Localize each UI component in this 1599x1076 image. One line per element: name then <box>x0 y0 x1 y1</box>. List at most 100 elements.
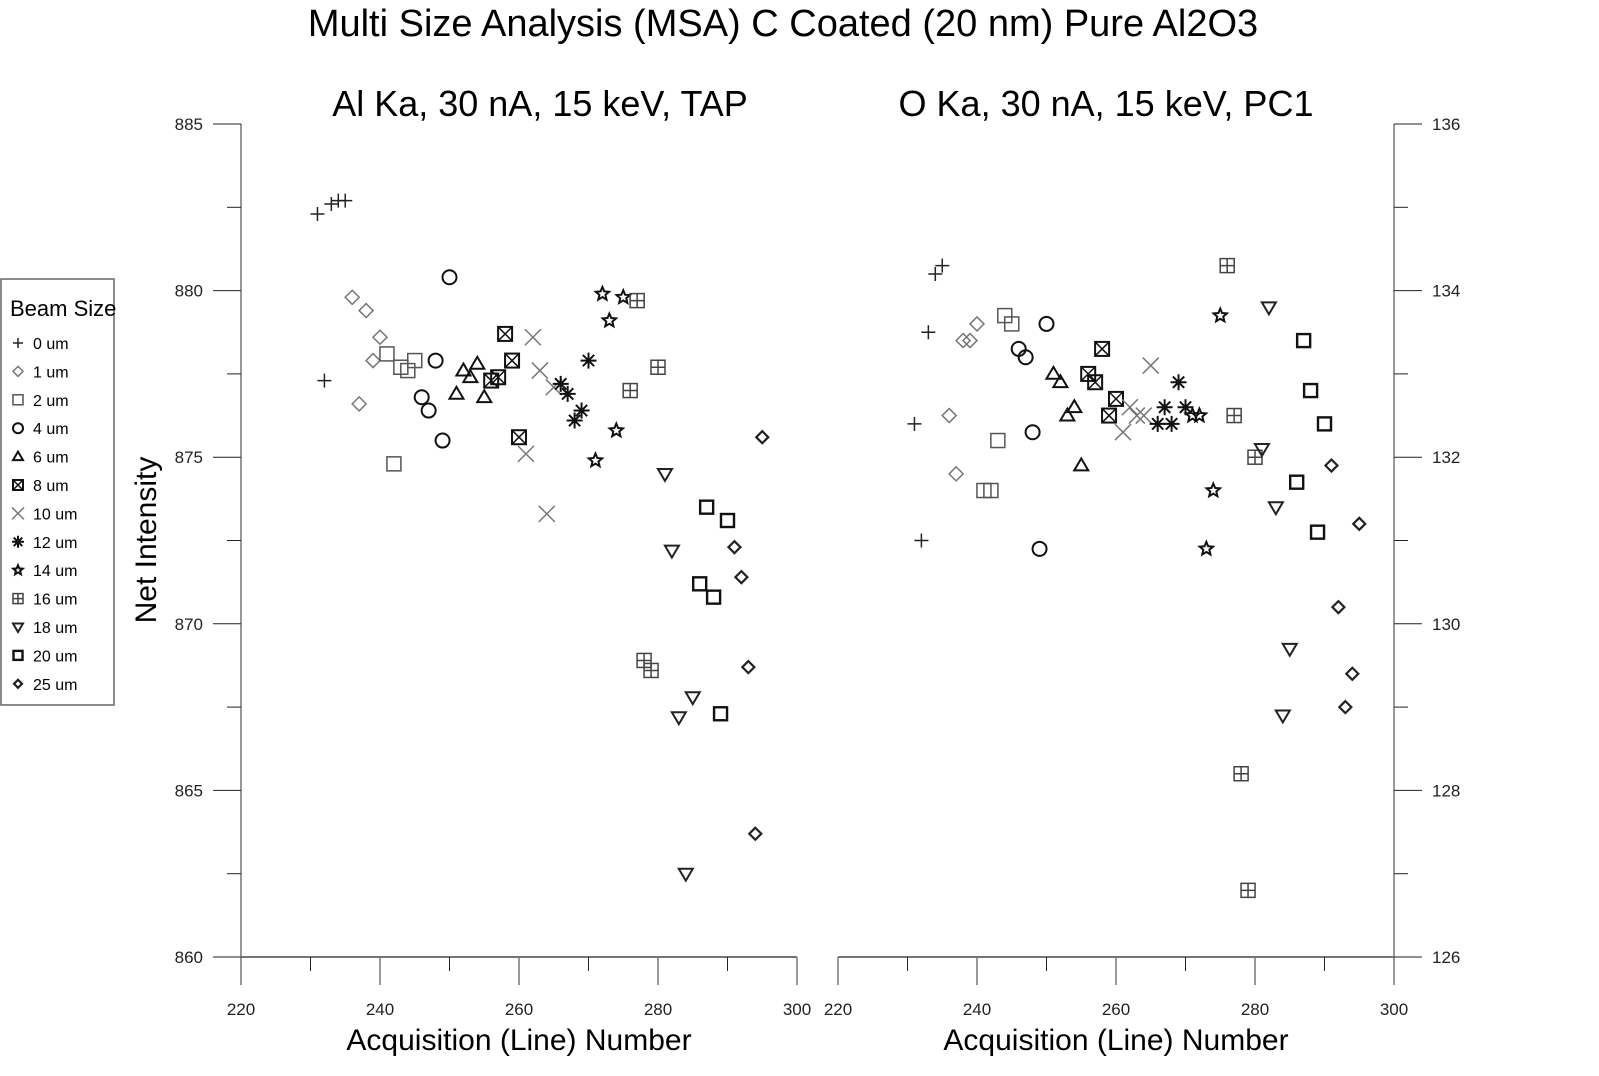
point-12um <box>1149 415 1166 432</box>
point-25um <box>1351 516 1367 532</box>
point-6um <box>468 354 487 370</box>
point-18um <box>1260 301 1278 317</box>
x-tick-label: 240 <box>963 1000 991 1019</box>
point-18um <box>670 711 688 727</box>
point-25um <box>733 569 749 585</box>
point-16um <box>1240 882 1256 899</box>
point-0um <box>338 193 353 208</box>
point-20um <box>705 589 722 605</box>
point-4um <box>413 389 430 406</box>
point-8um <box>1101 407 1118 424</box>
x-tick-label: 220 <box>227 1000 255 1019</box>
legend-label: 25 um <box>33 677 77 694</box>
legend-label: 4 um <box>33 421 69 438</box>
point-18um <box>1253 442 1271 458</box>
point-10um <box>1121 398 1139 416</box>
point-0um <box>317 373 332 388</box>
x-tick-label: 300 <box>783 1000 811 1019</box>
point-4um <box>434 432 451 449</box>
legend-label: 18 um <box>33 620 77 637</box>
panel-title-al-ka: Al Ka, 30 nA, 15 keV, TAP <box>332 83 748 124</box>
y-tick-label: 126 <box>1432 948 1460 967</box>
legend-marker-14um <box>10 562 26 577</box>
legend-label: 20 um <box>33 648 77 665</box>
point-8um <box>483 372 500 389</box>
x-tick-label: 280 <box>644 1000 672 1019</box>
point-1um <box>955 332 972 349</box>
point-2um <box>983 482 999 499</box>
point-14um <box>1204 480 1223 499</box>
legend-label: 1 um <box>33 364 69 381</box>
legend-marker-20um <box>12 649 24 662</box>
point-1um <box>371 329 389 346</box>
point-18um <box>1274 709 1292 725</box>
point-18um <box>1267 501 1285 517</box>
point-8um <box>1087 374 1104 391</box>
y-tick-label: 128 <box>1432 781 1460 800</box>
point-0um <box>907 416 922 431</box>
panel-o-ka: O Ka, 30 nA, 15 keV, PC1 Acquisition (Li… <box>824 83 1461 1057</box>
legend-label: 14 um <box>33 563 77 580</box>
point-25um <box>1323 457 1340 474</box>
point-6um <box>1051 373 1070 389</box>
point-10um <box>1128 407 1146 425</box>
x-tick-label: 280 <box>1241 1000 1269 1019</box>
marks-o-ka <box>907 257 1367 899</box>
point-1um <box>941 407 958 424</box>
chart-title: Multi Size Analysis (MSA) C Coated (20 n… <box>308 3 1258 45</box>
y-tick-label: 134 <box>1432 282 1460 301</box>
point-4um <box>1024 424 1041 441</box>
y-tick-label: 136 <box>1432 115 1460 134</box>
point-1um <box>358 302 375 319</box>
marks-al-ka <box>310 193 770 883</box>
legend-entries: 0 um 1 um 2 um 4 um 6 um 8 um 10 um 12 um 14 um 1… <box>10 336 77 694</box>
legend-label: 6 um <box>33 450 69 467</box>
legend-marker-6um <box>11 449 25 462</box>
legend-marker-10um <box>11 506 25 520</box>
point-16um <box>629 292 645 309</box>
point-6um <box>461 368 480 384</box>
y-tick-label: 885 <box>175 115 203 134</box>
point-6um <box>475 388 493 404</box>
point-20um <box>1295 332 1312 349</box>
point-16um <box>643 662 659 679</box>
point-14um <box>614 287 633 306</box>
x-axis-label-al-ka: Acquisition (Line) Number <box>346 1024 691 1057</box>
legend-label: 2 um <box>33 393 69 410</box>
point-16um <box>622 382 638 399</box>
point-6um <box>1058 406 1077 422</box>
point-20um <box>1309 524 1326 540</box>
point-25um <box>754 429 770 445</box>
point-4um <box>1017 349 1034 366</box>
x-tick-label: 240 <box>366 1000 394 1019</box>
point-12um <box>1170 374 1187 391</box>
axes-al-ka: 220 240 260 280 300 860 865 870 875 880 885 <box>175 115 812 1019</box>
point-14um <box>1197 539 1216 557</box>
legend-marker-12um <box>12 535 24 548</box>
point-20um <box>712 706 729 722</box>
point-8um <box>511 429 527 446</box>
point-14um <box>600 310 619 329</box>
legend-marker-16um <box>12 592 24 605</box>
point-10um <box>1142 357 1160 375</box>
point-25um <box>740 659 756 675</box>
y-tick-label: 875 <box>175 448 203 467</box>
y-tick-label: 860 <box>175 948 203 967</box>
point-2um <box>400 362 416 379</box>
y-tick-label: 865 <box>175 781 203 800</box>
point-6um <box>1072 456 1090 472</box>
point-1um <box>948 465 965 482</box>
point-14um <box>586 450 605 469</box>
y-tick-label: 132 <box>1432 448 1460 467</box>
point-12um <box>1156 399 1173 416</box>
point-2um <box>990 432 1006 449</box>
panel-al-ka: Al Ka, 30 nA, 15 keV, TAP Acquisition (L… <box>175 83 812 1057</box>
x-tick-label: 260 <box>1102 1000 1130 1019</box>
legend-marker-0um <box>13 338 23 348</box>
point-4um <box>420 402 437 419</box>
point-0um <box>928 266 943 281</box>
point-14um <box>607 420 626 439</box>
point-16um <box>1233 765 1249 782</box>
point-25um <box>1330 599 1346 615</box>
